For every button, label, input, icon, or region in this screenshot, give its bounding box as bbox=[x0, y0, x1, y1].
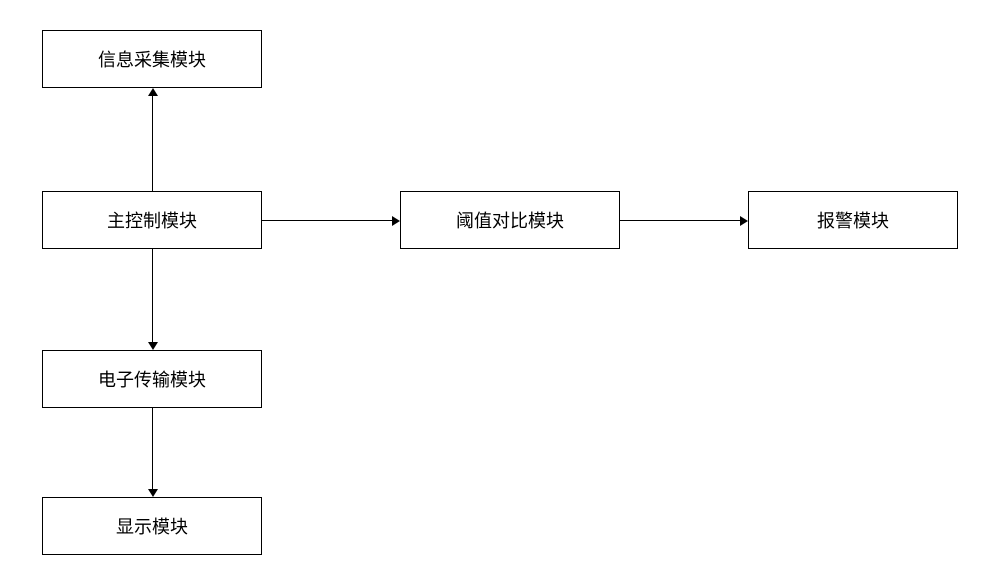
arrow-head-down bbox=[148, 342, 158, 350]
node-alarm: 报警模块 bbox=[748, 191, 958, 249]
edge-line bbox=[620, 220, 740, 221]
node-label: 报警模块 bbox=[817, 207, 889, 233]
node-label: 阈值对比模块 bbox=[456, 207, 564, 233]
edge-line bbox=[152, 249, 153, 342]
edge-line bbox=[152, 408, 153, 489]
edge-line bbox=[152, 96, 153, 191]
edge-line bbox=[262, 220, 392, 221]
node-transmission: 电子传输模块 bbox=[42, 350, 262, 408]
arrow-head-right bbox=[740, 216, 748, 226]
node-label: 主控制模块 bbox=[107, 207, 197, 233]
node-display: 显示模块 bbox=[42, 497, 262, 555]
arrow-head-right bbox=[392, 216, 400, 226]
arrow-head-down bbox=[148, 489, 158, 497]
node-main-control: 主控制模块 bbox=[42, 191, 262, 249]
node-threshold: 阈值对比模块 bbox=[400, 191, 620, 249]
node-info-collect: 信息采集模块 bbox=[42, 30, 262, 88]
arrow-head-up bbox=[148, 88, 158, 96]
node-label: 电子传输模块 bbox=[98, 366, 206, 392]
node-label: 信息采集模块 bbox=[98, 46, 206, 72]
node-label: 显示模块 bbox=[116, 513, 188, 539]
